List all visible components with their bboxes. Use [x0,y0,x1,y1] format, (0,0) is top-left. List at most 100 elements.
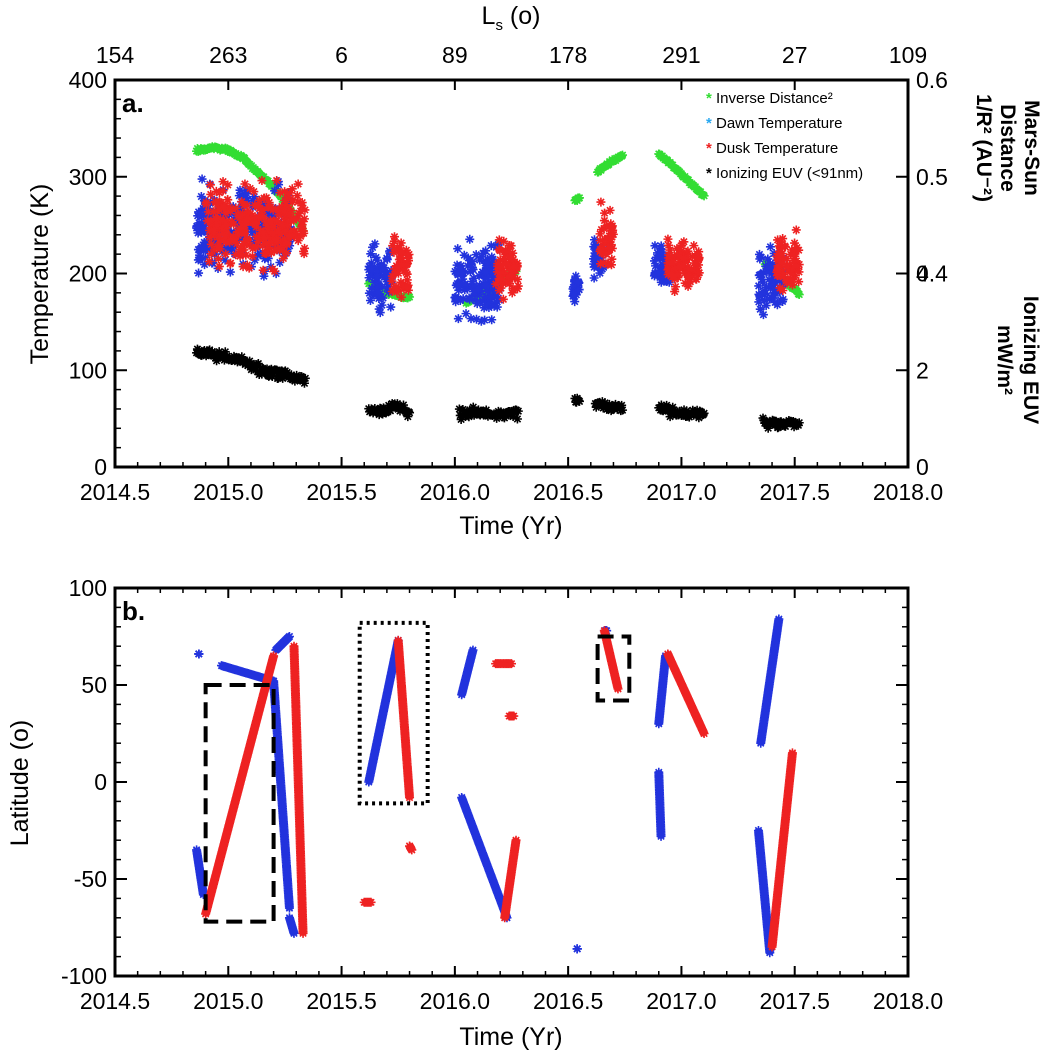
point-1-6-25 [768,260,778,270]
point-3-6-41 [793,420,803,430]
point-1-2-133 [481,267,491,277]
point-2-0-262 [300,243,310,253]
point-2-2-65 [500,254,510,264]
point-1-4-29 [589,254,599,264]
point-2-0-64-glyph [266,248,276,258]
point-1-4-27-glyph [589,273,599,283]
panel-a-legend: * Inverse Distance²* Dawn Temperature* Dusk… [706,90,863,182]
point-1-1-44 [368,242,378,252]
point-1-2-44 [488,273,498,283]
point-3-6-26 [780,421,790,431]
point-2-0-177 [269,222,279,232]
point-3-0-87-glyph [267,372,277,382]
point-3-5-52 [699,408,709,418]
point-2-3-1 [596,197,606,207]
point-3-6-42-glyph [794,418,804,428]
point-2-3-27 [601,249,611,259]
point-1-1-7 [366,249,376,259]
point-2-1-50-glyph [397,260,407,270]
point-1-6-54 [764,274,774,284]
point-2-0-193-glyph [213,254,223,264]
point-1-6-68 [761,301,771,311]
point-2-2-59-glyph [501,278,511,288]
point-2-0-257 [299,249,309,259]
point-1-2-43 [459,250,469,260]
a-xtick-label-5: 2017.0 [646,479,716,505]
point-2-0-282-glyph [276,242,286,252]
point-2-4-3-glyph [676,246,686,256]
point-2-1-52 [393,262,403,272]
point-3-0-121-glyph [297,372,307,382]
point-1-6-44 [763,254,773,264]
point-2-4-67-glyph [663,270,673,280]
point-2-3-6-glyph [607,254,617,264]
point-2-2-46 [494,244,504,254]
point-1-2-89-glyph [468,265,478,275]
point-2-2-40-glyph [499,236,509,246]
point-2-0-301 [242,235,252,245]
point-2-0-188-glyph [208,207,218,217]
a-ytick-label-3: 300 [69,164,107,190]
point-3-0-3 [194,345,204,355]
point-3-2-68-glyph [513,406,523,416]
point-1-1-57-glyph [367,283,377,293]
point-1-2-87 [476,285,486,295]
point-2-0-149-glyph [206,189,216,199]
point-2-0-238-glyph [249,218,259,228]
a-ytick-label-4: 400 [69,67,107,93]
point-2-0-78-glyph [258,265,268,275]
point-1-1-51 [372,282,382,292]
point-2-4-73 [671,282,681,292]
point-1-2-130-glyph [473,284,483,294]
point-2-4-60 [687,252,697,262]
point-3-1-40-glyph [398,400,408,410]
point-2-2-46-glyph [494,244,504,254]
point-2-0-281 [289,215,299,225]
point-2-4-85 [670,264,680,274]
point-2-2-60-glyph [491,279,501,289]
point-1-6-75-glyph [770,285,780,295]
point-3-1-21-glyph [382,407,392,417]
point-2-0-94 [204,256,214,266]
point-1-2-94-glyph [470,295,480,305]
point-1-1-21 [378,293,388,303]
point-2-0-224-glyph [281,248,291,258]
point-1-0-59-glyph [198,222,208,232]
point-3-5-29 [679,405,689,415]
point-2-0-184-glyph [238,262,248,272]
point-2-0-215 [293,179,303,189]
point-1-2-14 [476,316,486,326]
right-lower-title-line-2: mW/m² [993,325,1016,395]
point-1-5-12-glyph [650,241,660,251]
point-2-5-53-glyph [772,271,782,281]
point-1-2-94 [470,295,480,305]
right-upper-title-line-2: Distance [996,104,1019,192]
point-2-2-28 [512,284,522,294]
point-2-0-266 [240,220,250,230]
point-2-1-1-glyph [388,241,398,251]
point-2-4-70 [679,261,689,271]
point-2-0-301-glyph [242,235,252,245]
point-1-1-68 [365,296,375,306]
point-2-2-27-glyph [500,268,510,278]
point-2-0-165 [272,176,282,186]
point-2-0-278 [221,220,231,230]
point-2-0-178 [244,208,254,218]
point-2-3-7-glyph [605,205,615,215]
point-1-2-34 [453,244,463,254]
point-2-5-63-glyph [788,256,798,266]
top-axis-title-main: L [482,2,496,30]
point-2-2-67-glyph [509,262,519,272]
point-2-0-202 [235,244,245,254]
point-3-4-1 [591,402,601,412]
point-2-0-296 [259,233,269,243]
point-1-2-43-glyph [459,250,469,260]
point-1-6-76-glyph [757,275,767,285]
point-1-1-63-glyph [370,277,380,287]
point-1-2-118-glyph [472,299,482,309]
point-2-0-237 [241,250,251,260]
point-2-3-38 [600,234,610,244]
point-2-0-212-glyph [218,186,228,196]
point-2-3-17-glyph [599,216,609,226]
point-2-0-279-glyph [281,207,291,217]
